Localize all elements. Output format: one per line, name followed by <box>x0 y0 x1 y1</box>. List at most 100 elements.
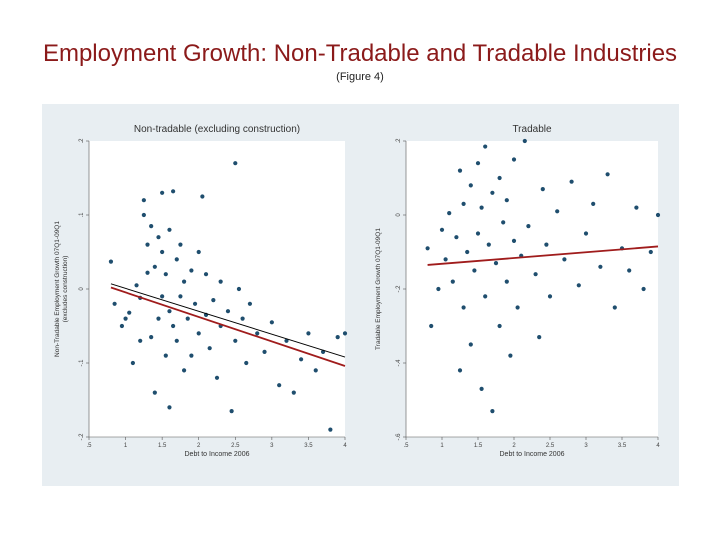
data-point <box>634 205 639 210</box>
data-point <box>244 360 249 366</box>
scatter-charts: Non-tradable (excluding construction) .5 1… <box>54 124 660 458</box>
data-point <box>335 335 340 340</box>
x-tick-label: 1.5 <box>158 443 167 449</box>
y-tick-label: -.2 <box>79 433 85 441</box>
data-point <box>149 335 154 340</box>
data-point <box>189 268 194 273</box>
data-point <box>501 220 506 225</box>
x-tick-label: 4 <box>343 443 347 449</box>
data-point <box>511 157 517 162</box>
data-point <box>112 301 117 306</box>
data-point <box>291 390 296 395</box>
data-point <box>425 246 430 251</box>
data-point <box>576 283 581 288</box>
data-point <box>108 259 114 264</box>
data-point <box>200 194 205 199</box>
data-point <box>163 272 168 277</box>
x-tick-label: 3.5 <box>618 443 627 449</box>
data-point <box>306 331 311 336</box>
data-point <box>486 242 491 247</box>
data-point <box>627 268 632 273</box>
data-point <box>342 331 348 336</box>
data-point <box>468 183 473 188</box>
data-point <box>196 331 201 336</box>
data-point <box>544 242 549 247</box>
data-point <box>540 187 545 192</box>
data-point <box>537 335 542 340</box>
data-point <box>160 249 165 255</box>
data-point <box>493 261 499 266</box>
data-point <box>192 301 198 306</box>
data-point <box>313 368 318 373</box>
data-point <box>152 264 157 269</box>
data-point <box>605 172 610 177</box>
data-point <box>504 279 509 284</box>
data-point <box>436 286 441 292</box>
data-point <box>163 353 168 358</box>
data-point <box>236 286 242 292</box>
data-point <box>134 283 139 288</box>
x-tick-label: 2.5 <box>231 443 240 449</box>
data-point <box>583 231 589 236</box>
x-tick-label: 1.5 <box>474 443 483 449</box>
data-point <box>218 279 223 284</box>
data-point <box>214 375 220 380</box>
y-axis-label: Non-Tradable Employment Growth 07Q1-09Q1 <box>54 221 61 357</box>
data-point <box>167 405 172 410</box>
data-point <box>497 175 502 181</box>
data-point <box>171 323 176 329</box>
y-tick-label: 0 <box>79 287 85 291</box>
data-point <box>255 331 260 336</box>
data-point <box>483 144 488 149</box>
data-point <box>299 357 304 362</box>
x-tick-label: 2.5 <box>546 443 555 449</box>
data-point <box>472 268 477 273</box>
data-point <box>515 305 520 310</box>
data-point <box>207 346 212 351</box>
data-point <box>450 279 455 284</box>
chart-title: Non-tradable (excluding construction) <box>134 124 300 135</box>
y-axis-label: (excludes construction) <box>62 256 69 323</box>
data-point <box>447 211 452 216</box>
data-point <box>160 190 165 195</box>
data-point <box>465 249 470 255</box>
data-point <box>508 353 513 358</box>
y-tick-label: -.2 <box>396 285 402 293</box>
data-point <box>123 316 128 321</box>
data-point <box>612 305 617 310</box>
data-point <box>454 235 459 240</box>
x-axis-label: Debt to Income 2006 <box>500 451 565 458</box>
data-point <box>203 272 209 277</box>
chart-non-tradable: Non-tradable (excluding construction) .5 1… <box>54 124 347 458</box>
data-point <box>167 227 172 232</box>
data-point <box>479 386 484 391</box>
data-point <box>211 298 216 303</box>
data-point <box>457 168 463 173</box>
data-point <box>429 323 434 329</box>
data-point <box>598 264 603 269</box>
x-tick-label: 1 <box>440 443 444 449</box>
x-tick-label: 1 <box>124 443 128 449</box>
fit-line-black <box>110 283 346 358</box>
data-point <box>156 316 161 321</box>
page-title: Employment Growth: Non-Tradable and Trad… <box>42 40 678 67</box>
data-point <box>156 235 161 240</box>
data-point <box>504 198 509 203</box>
plot-area <box>406 141 658 437</box>
data-point <box>233 161 238 166</box>
data-point <box>439 227 445 232</box>
x-tick-label: 4 <box>656 443 660 449</box>
y-axis-label: Tradable Employment Growth 07Q1-09Q1 <box>375 228 382 350</box>
data-point <box>547 294 553 299</box>
data-point <box>141 198 146 203</box>
data-point <box>555 209 560 214</box>
data-point <box>479 205 484 210</box>
data-point <box>141 212 146 218</box>
data-point <box>189 353 194 358</box>
data-point <box>171 189 176 194</box>
data-point <box>497 323 502 329</box>
x-tick-label: .5 <box>86 443 92 449</box>
data-point <box>145 270 150 275</box>
chart-tradable: Tradable .5 1 1.5 2 2.5 3 3.5 4 Debt to Income 20… <box>375 124 660 458</box>
y-tick-label: -.6 <box>396 433 402 441</box>
